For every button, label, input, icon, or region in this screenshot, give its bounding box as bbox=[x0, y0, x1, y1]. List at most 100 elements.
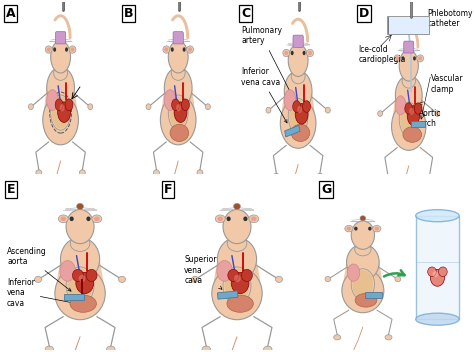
Ellipse shape bbox=[385, 174, 391, 180]
Ellipse shape bbox=[416, 313, 459, 325]
Ellipse shape bbox=[66, 209, 94, 244]
Ellipse shape bbox=[297, 106, 302, 113]
Circle shape bbox=[171, 47, 174, 52]
Circle shape bbox=[65, 47, 68, 52]
Polygon shape bbox=[342, 262, 384, 291]
Ellipse shape bbox=[296, 38, 301, 44]
Text: Ice-cold
cardioplegia: Ice-cold cardioplegia bbox=[359, 45, 406, 64]
Circle shape bbox=[86, 216, 91, 221]
Ellipse shape bbox=[227, 236, 247, 251]
Bar bbox=[64, 294, 84, 300]
Ellipse shape bbox=[70, 295, 96, 312]
Ellipse shape bbox=[400, 103, 417, 135]
Bar bbox=[365, 293, 382, 298]
Ellipse shape bbox=[435, 111, 440, 117]
Ellipse shape bbox=[403, 127, 421, 142]
Ellipse shape bbox=[223, 267, 251, 304]
Circle shape bbox=[368, 227, 372, 231]
Ellipse shape bbox=[202, 346, 210, 352]
Ellipse shape bbox=[205, 104, 210, 109]
Ellipse shape bbox=[394, 55, 401, 62]
Ellipse shape bbox=[291, 124, 310, 142]
Ellipse shape bbox=[288, 44, 308, 76]
Ellipse shape bbox=[407, 106, 419, 126]
Ellipse shape bbox=[47, 47, 51, 52]
Ellipse shape bbox=[289, 100, 307, 132]
Ellipse shape bbox=[346, 227, 351, 231]
Ellipse shape bbox=[58, 35, 63, 41]
Text: C: C bbox=[241, 7, 250, 20]
FancyBboxPatch shape bbox=[387, 17, 429, 34]
Text: Phlebotomy
catheter: Phlebotomy catheter bbox=[428, 9, 473, 28]
Ellipse shape bbox=[45, 346, 54, 352]
Ellipse shape bbox=[409, 108, 414, 115]
Ellipse shape bbox=[427, 174, 433, 180]
Ellipse shape bbox=[395, 96, 406, 115]
Polygon shape bbox=[160, 88, 196, 120]
Ellipse shape bbox=[76, 272, 93, 294]
Ellipse shape bbox=[86, 269, 97, 282]
Ellipse shape bbox=[288, 99, 308, 134]
Ellipse shape bbox=[118, 276, 126, 282]
Bar bbox=[218, 291, 238, 299]
Polygon shape bbox=[280, 91, 316, 123]
Ellipse shape bbox=[47, 67, 74, 108]
Ellipse shape bbox=[346, 244, 379, 281]
Ellipse shape bbox=[188, 47, 192, 52]
Text: B: B bbox=[123, 7, 133, 20]
Ellipse shape bbox=[51, 41, 71, 73]
Ellipse shape bbox=[36, 170, 42, 176]
Ellipse shape bbox=[46, 90, 58, 111]
Ellipse shape bbox=[172, 99, 180, 111]
Ellipse shape bbox=[264, 346, 272, 352]
Ellipse shape bbox=[392, 102, 426, 150]
Bar bbox=[416, 216, 459, 319]
Bar bbox=[285, 125, 300, 137]
Circle shape bbox=[401, 56, 404, 61]
Ellipse shape bbox=[428, 267, 437, 277]
Ellipse shape bbox=[355, 243, 371, 256]
Ellipse shape bbox=[266, 107, 271, 113]
FancyBboxPatch shape bbox=[173, 32, 183, 44]
Text: Vascular
clamp: Vascular clamp bbox=[431, 74, 464, 94]
Ellipse shape bbox=[146, 104, 151, 109]
Ellipse shape bbox=[351, 221, 374, 249]
FancyBboxPatch shape bbox=[293, 35, 303, 48]
Ellipse shape bbox=[212, 267, 262, 320]
Ellipse shape bbox=[227, 295, 253, 312]
Ellipse shape bbox=[71, 47, 74, 52]
Circle shape bbox=[182, 47, 186, 52]
Ellipse shape bbox=[399, 50, 418, 81]
Ellipse shape bbox=[28, 104, 33, 109]
Ellipse shape bbox=[70, 236, 90, 251]
Ellipse shape bbox=[55, 99, 63, 111]
Ellipse shape bbox=[164, 90, 176, 111]
Text: Inferior
vena cava: Inferior vena cava bbox=[241, 67, 287, 123]
Ellipse shape bbox=[92, 215, 102, 223]
Ellipse shape bbox=[325, 277, 331, 282]
Ellipse shape bbox=[217, 260, 232, 281]
Ellipse shape bbox=[77, 203, 83, 209]
Text: G: G bbox=[321, 183, 331, 196]
Polygon shape bbox=[43, 88, 78, 120]
Ellipse shape bbox=[241, 269, 253, 282]
Ellipse shape bbox=[223, 209, 251, 244]
Bar bbox=[411, 121, 425, 127]
Ellipse shape bbox=[164, 67, 192, 108]
Ellipse shape bbox=[416, 210, 459, 222]
Ellipse shape bbox=[295, 103, 308, 124]
Ellipse shape bbox=[163, 46, 170, 53]
Circle shape bbox=[413, 56, 416, 61]
Ellipse shape bbox=[378, 111, 383, 117]
Ellipse shape bbox=[402, 74, 415, 88]
Ellipse shape bbox=[52, 96, 70, 129]
Ellipse shape bbox=[373, 225, 381, 232]
Polygon shape bbox=[392, 95, 426, 126]
Ellipse shape bbox=[395, 75, 422, 115]
Ellipse shape bbox=[334, 335, 341, 340]
Ellipse shape bbox=[160, 95, 196, 145]
Ellipse shape bbox=[43, 95, 78, 145]
Ellipse shape bbox=[176, 104, 181, 112]
Ellipse shape bbox=[182, 99, 190, 111]
Ellipse shape bbox=[283, 49, 290, 57]
